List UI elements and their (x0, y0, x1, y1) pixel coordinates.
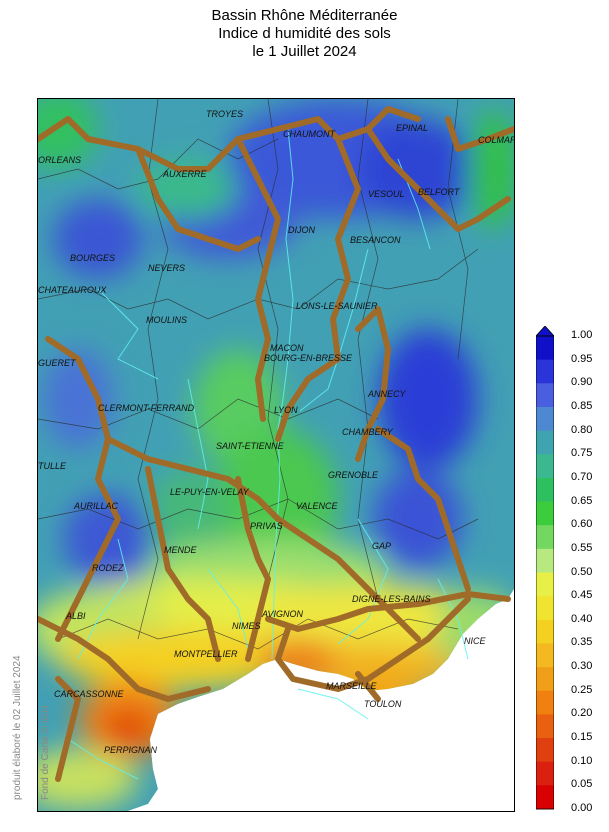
city-label: PRIVAS (250, 521, 283, 531)
map-title: Bassin Rhône Méditerranée (211, 7, 398, 24)
colorbar-tick-label: 0.90 (571, 376, 593, 389)
colorbar-tick-label: 0.35 (571, 636, 593, 649)
city-label: AURILLAC (73, 501, 119, 511)
city-label: EPINAL (396, 123, 428, 133)
colorbar-tick-label: 0.85 (571, 399, 593, 412)
colorbar-segment (536, 572, 554, 597)
city-label: ORLEANS (38, 155, 81, 165)
city-label: SAINT-ETIENNE (216, 441, 285, 451)
colorbar-segment (536, 690, 554, 715)
colorbar-segment (536, 738, 554, 763)
city-label: LYON (274, 405, 298, 415)
colorbar-segment (536, 501, 554, 526)
city-label: GUERET (38, 358, 77, 368)
colorbar-tick-label: 0.75 (571, 447, 593, 460)
colorbar-tick-label: 0.10 (571, 754, 593, 767)
colorbar-segment (536, 336, 554, 361)
soil-moisture-map[interactable]: TROYES CHAUMONT EPINAL COLMAR ORLEANS AU… (37, 98, 515, 812)
colorbar-tick-label: 0.20 (571, 707, 593, 720)
colorbar-tick-label: 0.45 (571, 589, 593, 602)
basin-boundaries (38, 106, 514, 782)
colorbar-segment (536, 785, 554, 810)
city-label: VESOUL (368, 189, 405, 199)
city-labels: TROYES CHAUMONT EPINAL COLMAR ORLEANS AU… (38, 109, 514, 755)
city-label: BOURG-EN-BRESSE (264, 353, 353, 363)
city-label: RODEZ (92, 563, 124, 573)
city-label: MOULINS (146, 315, 187, 325)
map-canvas: TROYES CHAUMONT EPINAL COLMAR ORLEANS AU… (38, 99, 514, 811)
colorbar-tick-label: 0.70 (571, 470, 593, 483)
city-label: ANNECY (367, 389, 407, 399)
colorbar-segment (536, 643, 554, 668)
colorbar-tick-label: 0.30 (571, 660, 593, 673)
colorbar-segment (536, 619, 554, 644)
city-label: ALBI (65, 611, 86, 621)
city-label: BOURGES (70, 253, 115, 263)
city-label: BELFORT (418, 187, 461, 197)
city-label: GRENOBLE (328, 470, 379, 480)
city-label: NIMES (232, 621, 261, 631)
city-label: PERPIGNAN (104, 745, 158, 755)
colorbar-segment (536, 477, 554, 503)
city-label: MARSEILLE (326, 681, 378, 691)
colorbar-tick-label: 0.60 (571, 518, 593, 531)
city-label: NEVERS (148, 263, 185, 273)
city-label: DIGNE-LES-BAINS (352, 594, 431, 604)
colorbar-tick-label: 0.80 (571, 423, 593, 436)
map-subtitle: Indice d humidité des sols (218, 25, 391, 42)
city-label: CHAUMONT (283, 129, 336, 139)
colorbar-segment (536, 383, 554, 408)
city-label: CARCASSONNE (54, 689, 125, 699)
city-label: GAP (372, 541, 391, 551)
city-label: CHAMBERY (342, 427, 394, 437)
city-label: TULLE (38, 461, 67, 471)
colorbar-segment (536, 406, 554, 432)
city-label: LONS-LE-SAUNIER (296, 301, 378, 311)
colorbar-max-arrow (536, 326, 554, 337)
city-label: MONTPELLIER (174, 649, 238, 659)
city-label: LE-PUY-EN-VELAY (170, 487, 250, 497)
city-label: BESANCON (350, 235, 401, 245)
city-label: CLERMONT-FERRAND (98, 403, 195, 413)
colorbar-segment (536, 548, 554, 573)
colorbar-segment (536, 596, 554, 621)
production-credit: produit élaboré le 02 Juillet 2024 (12, 655, 23, 800)
city-label: CHATEAUROUX (38, 285, 107, 295)
map-date: le 1 Juillet 2024 (252, 43, 357, 60)
colorbar-tick-label: 0.50 (571, 565, 593, 578)
city-label: NICE (464, 636, 486, 646)
colorbar-frame (536, 335, 554, 810)
city-label: MENDE (164, 545, 197, 555)
city-label: MACON (270, 343, 304, 353)
city-label: AVIGNON (261, 609, 304, 619)
rivers (67, 128, 469, 780)
city-label: COLMAR (478, 135, 514, 145)
colorbar-segment (536, 667, 554, 692)
colorbar-tick-label: 0.40 (571, 612, 593, 625)
colorbar-tick-label: 0.55 (571, 541, 593, 554)
colorbar-segment (536, 761, 554, 786)
city-label: TOULON (364, 699, 402, 709)
basemap-credit: Fond de Carte © IGN (40, 705, 51, 800)
colorbar-tick-label: 0.05 (571, 778, 593, 791)
sea-area (128, 589, 514, 811)
colorbar-tick-label: 0.95 (571, 352, 593, 365)
colorbar (536, 326, 554, 810)
colorbar-tick-label: 0.00 (571, 802, 593, 814)
city-label: DIJON (288, 225, 316, 235)
colorbar-segment (536, 454, 554, 479)
city-label: VALENCE (296, 501, 339, 511)
colorbar-segment (536, 714, 554, 739)
colorbar-tick-label: 0.65 (571, 494, 593, 507)
colorbar-segment (536, 430, 554, 455)
colorbar-segment (536, 525, 554, 550)
colorbar-tick-label: 1.00 (571, 329, 593, 341)
city-label: TROYES (206, 109, 243, 119)
colorbar-tick-label: 0.25 (571, 683, 593, 696)
city-label: AUXERRE (162, 169, 208, 179)
colorbar-segment (536, 359, 554, 384)
colorbar-tick-label: 0.15 (571, 731, 593, 744)
